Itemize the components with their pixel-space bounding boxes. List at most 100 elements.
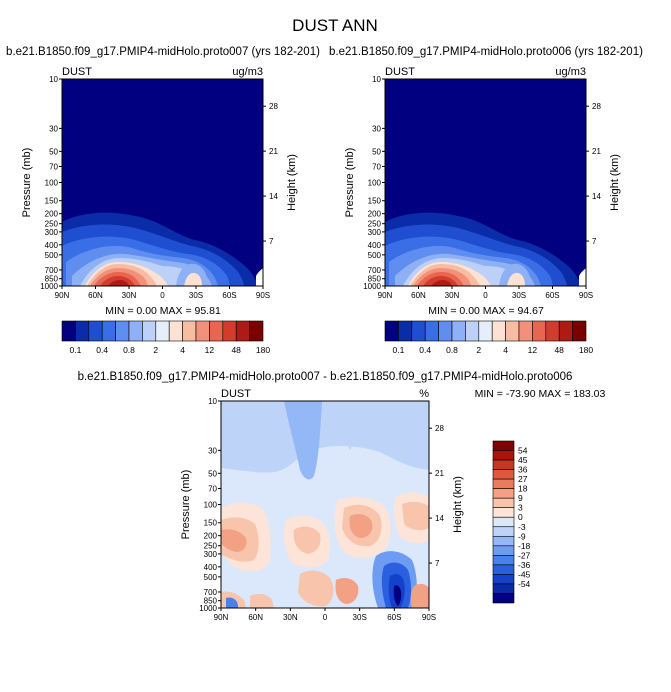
- panel-b-southern-core: [507, 272, 525, 286]
- y-tick-label: 850: [204, 597, 218, 606]
- y-tick-label: 300: [45, 228, 59, 237]
- panel-b-field: [385, 79, 586, 286]
- x-tick-label: 60N: [88, 291, 103, 300]
- colorbar-label: -54: [518, 579, 531, 589]
- height-tick-label: 7: [269, 237, 274, 246]
- y-tick-label: 150: [204, 519, 218, 528]
- panel-a-field: [62, 79, 263, 286]
- colorbar-box: [115, 320, 130, 342]
- diff-plume-2: [335, 401, 360, 450]
- y-tick-label: 10: [49, 75, 58, 84]
- y-tick-label: 10: [372, 75, 381, 84]
- x-tick-label: 30S: [512, 291, 526, 300]
- height-tick-label: 7: [435, 559, 440, 568]
- panel-a-right-label: ug/m3: [232, 66, 263, 78]
- diff-warm-right-3: [349, 514, 373, 538]
- x-tick-label: 60N: [411, 291, 426, 300]
- panel-diff-stats: MIN = -73.90 MAX = 183.03: [475, 388, 606, 400]
- y-tick-label: 50: [372, 147, 381, 156]
- colorbar-box: [75, 320, 90, 342]
- colorbar-box: [235, 320, 250, 342]
- colorbar-label: 9: [518, 493, 523, 503]
- x-tick-label: 0: [323, 613, 328, 622]
- colorbar-box: [438, 320, 453, 342]
- y-tick-label: 400: [204, 563, 218, 572]
- colorbar-box: [492, 593, 515, 604]
- colorbar-box: [492, 507, 515, 518]
- diff-warm-far-right-2: [402, 501, 429, 531]
- colorbar-label: 45: [518, 455, 528, 465]
- y-tick-label: 500: [368, 251, 382, 260]
- colorbar-label: 0.8: [446, 345, 458, 355]
- panel-a-left-label: DUST: [62, 66, 92, 78]
- colorbar-box: [492, 526, 515, 537]
- panel-a-antarctic: [256, 268, 263, 286]
- height-tick-label: 28: [435, 424, 444, 433]
- y-tick-label: 100: [204, 501, 218, 510]
- y-tick-label: 1000: [40, 282, 58, 291]
- diff-low-warm-2: [335, 578, 359, 604]
- colorbar-label: 2: [153, 345, 158, 355]
- colorbar-label: -36: [518, 560, 531, 570]
- y-tick-label: 1000: [199, 604, 217, 613]
- colorbar-box: [209, 320, 224, 342]
- height-axis-label: Height (km): [286, 154, 298, 211]
- colorbar-box: [532, 320, 547, 342]
- height-tick-label: 14: [592, 192, 601, 201]
- colorbar-label: -18: [518, 541, 531, 551]
- height-tick-label: 14: [269, 192, 278, 201]
- panel-b-contour-12: [431, 280, 452, 286]
- colorbar-box: [222, 320, 237, 342]
- colorbar-box: [465, 320, 480, 342]
- colorbar-box: [492, 497, 515, 509]
- y-tick-label: 70: [372, 162, 381, 171]
- x-tick-label: 90N: [378, 291, 393, 300]
- height-tick-label: 21: [592, 147, 601, 156]
- x-tick-label: 90N: [214, 613, 229, 622]
- panel-b-subtitle: b.e21.B1850.f09_g17.PMIP4-midHolo.proto0…: [329, 46, 643, 58]
- y-tick-label: 250: [368, 220, 382, 229]
- panel-diff-field: [221, 401, 429, 608]
- x-tick-label: 90S: [579, 291, 593, 300]
- height-tick-label: 28: [592, 102, 601, 111]
- panel-diff: b.e21.B1850.f09_g17.PMIP4-midHolo.proto0…: [78, 371, 606, 622]
- diff-surface-mid: [250, 593, 274, 608]
- colorbar-label: -3: [518, 522, 526, 532]
- y-tick-label: 1000: [363, 282, 381, 291]
- colorbar-box: [558, 320, 573, 342]
- x-tick-label: 30N: [283, 613, 298, 622]
- colorbar-box: [492, 535, 515, 547]
- colorbar-box: [492, 440, 515, 451]
- y-tick-label: 300: [368, 228, 382, 237]
- colorbar-box: [492, 574, 515, 585]
- x-tick-label: 90S: [422, 613, 436, 622]
- colorbar-label: -45: [518, 569, 531, 579]
- y-tick-label: 500: [204, 573, 218, 582]
- colorbar-box: [195, 320, 210, 342]
- colorbar-box: [492, 564, 515, 575]
- colorbar-box: [492, 488, 515, 499]
- y-tick-label: 700: [45, 266, 59, 275]
- y-tick-label: 30: [208, 446, 217, 455]
- colorbar-label: 0.1: [69, 345, 81, 355]
- colorbar-box: [492, 469, 515, 480]
- y-tick-label: 400: [368, 241, 382, 250]
- y-tick-label: 700: [368, 266, 382, 275]
- colorbar-box: [142, 320, 157, 342]
- colorbar-box: [424, 320, 439, 342]
- panel-b-left-label: DUST: [385, 66, 415, 78]
- colorbar-label: 3: [518, 503, 523, 513]
- y-tick-label: 200: [204, 532, 218, 541]
- x-tick-label: 60S: [545, 291, 559, 300]
- colorbar-label: 36: [518, 465, 528, 475]
- colorbar-label: 54: [518, 446, 528, 456]
- colorbar-box: [492, 555, 515, 566]
- colorbar-label: 0.1: [392, 345, 404, 355]
- y-tick-label: 30: [372, 124, 381, 133]
- x-tick-label: 0: [160, 291, 165, 300]
- diff-plume: [284, 401, 322, 480]
- colorbar-box: [155, 320, 170, 342]
- figure-title: DUST ANN: [292, 16, 378, 35]
- panel-a-axes: 1030507010015020025030040050070085010002…: [21, 75, 298, 300]
